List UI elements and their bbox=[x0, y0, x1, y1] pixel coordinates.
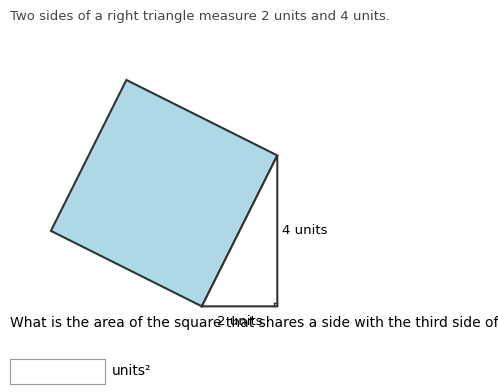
Text: 2 units: 2 units bbox=[217, 315, 262, 328]
Text: 4 units: 4 units bbox=[282, 224, 327, 238]
Text: What is the area of the square that shares a side with the third side of the tri: What is the area of the square that shar… bbox=[10, 316, 498, 330]
Text: Two sides of a right triangle measure 2 units and 4 units.: Two sides of a right triangle measure 2 … bbox=[10, 10, 390, 23]
Polygon shape bbox=[51, 80, 277, 306]
Text: units²: units² bbox=[112, 364, 151, 378]
Polygon shape bbox=[202, 155, 277, 306]
